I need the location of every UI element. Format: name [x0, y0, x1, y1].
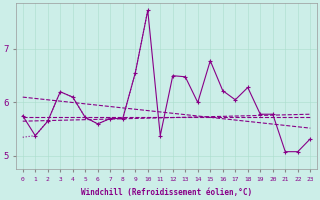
X-axis label: Windchill (Refroidissement éolien,°C): Windchill (Refroidissement éolien,°C) [81, 188, 252, 197]
